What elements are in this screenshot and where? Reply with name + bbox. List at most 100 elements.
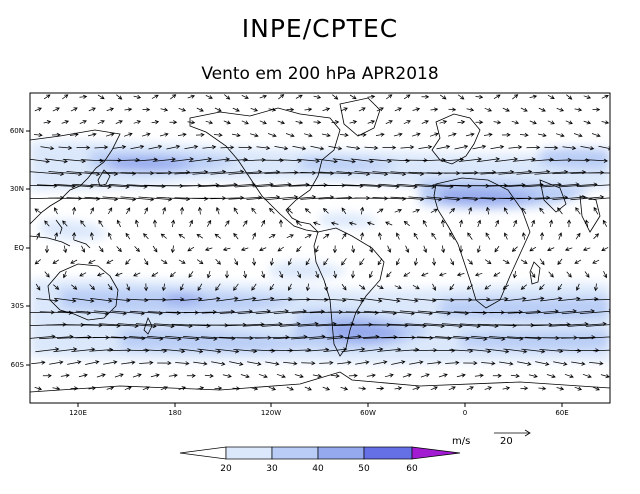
wind-arrow (177, 132, 187, 137)
wind-arrow (60, 373, 70, 378)
wind-arrow (557, 283, 563, 291)
wind-arrow (447, 132, 457, 137)
wind-arrow (233, 283, 239, 291)
wind-arrow (87, 132, 97, 137)
wind-arrow (421, 120, 429, 124)
wind-arrow (61, 120, 70, 125)
wind-arrow (475, 94, 484, 100)
wind-arrow (214, 233, 222, 239)
wind-arrow (593, 283, 598, 292)
wind-arrow (340, 107, 348, 112)
wind-arrow (178, 386, 187, 391)
wind-arrow (394, 208, 403, 213)
colorbar-segment (271, 446, 319, 460)
wind-arrow (170, 245, 175, 254)
wind-arrow (319, 360, 334, 365)
wind-arrow (530, 271, 536, 278)
wind-arrow (394, 386, 403, 391)
wind-arrow (562, 145, 577, 151)
wind-arrow (580, 146, 595, 151)
wind-arrow (592, 259, 600, 264)
wind-arrow (151, 272, 159, 277)
wind-arrow (54, 232, 59, 240)
wind-arrow (539, 232, 545, 240)
wind-arrow (394, 285, 402, 290)
vector-unit-label: m/s (452, 436, 470, 447)
wind-arrow (251, 207, 257, 214)
wind-arrow (152, 157, 176, 162)
wind-arrow (36, 298, 59, 303)
wind-arrow (313, 120, 322, 125)
wind-arrow (279, 270, 284, 279)
wind-arrow (584, 271, 590, 278)
wind-arrow (189, 219, 194, 228)
wind-arrow (430, 107, 439, 112)
wind-arrow (521, 232, 526, 240)
wind-arrow (420, 373, 430, 378)
wind-arrow (373, 360, 388, 365)
wind-arrow (574, 259, 582, 264)
wind-arrow (413, 258, 418, 266)
wind-arrow (278, 94, 285, 100)
reference-vector: m/s 20 (452, 429, 531, 447)
wind-arrow (575, 232, 581, 240)
wind-arrow (251, 258, 257, 266)
wind-arrow (477, 219, 482, 228)
colorbar-label: 20 (220, 464, 232, 474)
wind-arrow (215, 258, 221, 265)
wind-arrow (286, 386, 294, 391)
wind-arrow (96, 373, 106, 378)
wind-arrow (134, 219, 139, 228)
wind-arrow (382, 145, 397, 150)
wind-arrow (251, 348, 276, 353)
wind-arrow (62, 220, 68, 227)
wind-arrow (349, 94, 357, 100)
wind-arrow (94, 145, 109, 150)
y-tick-label: 30S (11, 302, 25, 310)
wind-arrow (211, 361, 226, 366)
wind-arrow (78, 373, 88, 378)
wind-arrow (294, 374, 304, 379)
wind-arrow (385, 120, 393, 124)
wind-arrow (277, 120, 286, 125)
wind-arrow (224, 270, 230, 279)
wind-arrow (440, 219, 446, 228)
wind-arrow (247, 361, 262, 366)
wind-arrow (339, 132, 349, 138)
wind-arrow (438, 272, 447, 277)
wind-arrow (544, 145, 559, 150)
wind-arrow (213, 132, 223, 138)
wind-arrow (393, 132, 403, 137)
wind-arrow (331, 120, 340, 125)
wind-arrow (249, 133, 259, 138)
wind-arrow (43, 120, 52, 125)
wind-arrow (423, 245, 428, 254)
wind-arrow (58, 145, 73, 150)
wind-arrow (485, 348, 510, 354)
wind-arrow (412, 208, 421, 213)
wind-arrow (561, 335, 596, 340)
wind-arrow (521, 348, 546, 354)
wind-arrow (449, 232, 455, 240)
wind-arrow (85, 360, 100, 365)
wind-arrow (198, 296, 221, 302)
wind-arrow (285, 133, 295, 138)
wind-arrow (69, 132, 79, 137)
wind-arrow (183, 309, 217, 315)
wind-arrow (134, 246, 140, 253)
wind-arrow (142, 107, 151, 112)
wind-arrow (459, 219, 464, 228)
wind-arrow (269, 258, 274, 266)
wind-arrow (432, 283, 437, 291)
wind-arrow (332, 245, 338, 254)
wind-arrow (295, 220, 302, 227)
wind-arrow (81, 245, 86, 253)
wind-arrow (494, 245, 500, 253)
wind-vectors (30, 94, 610, 391)
wind-arrow (454, 144, 469, 150)
wind-arrow (187, 94, 196, 99)
wind-arrow (369, 323, 409, 328)
wind-arrow (151, 94, 159, 99)
wind-arrow (53, 207, 58, 215)
wind-arrow (43, 94, 51, 100)
